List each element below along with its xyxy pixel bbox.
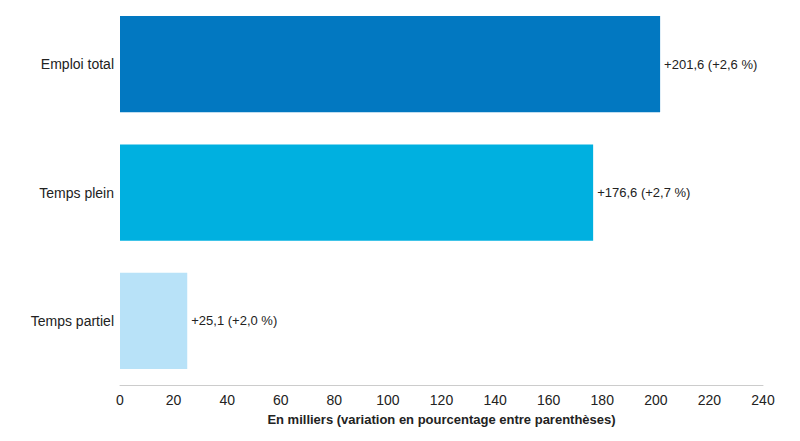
svg-text:En milliers (variation en pour: En milliers (variation en pourcentage en… [267, 412, 615, 427]
svg-text:+201,6 (+2,6 %): +201,6 (+2,6 %) [664, 57, 757, 72]
svg-text:240: 240 [751, 392, 775, 408]
svg-text:40: 40 [219, 392, 235, 408]
svg-text:180: 180 [591, 392, 615, 408]
svg-text:+25,1 (+2,0 %): +25,1 (+2,0 %) [191, 313, 277, 328]
svg-text:120: 120 [430, 392, 454, 408]
svg-text:Emploi total: Emploi total [41, 56, 114, 72]
svg-text:160: 160 [537, 392, 561, 408]
svg-text:100: 100 [376, 392, 400, 408]
svg-text:Temps partiel: Temps partiel [31, 313, 114, 329]
svg-text:60: 60 [273, 392, 289, 408]
svg-text:20: 20 [166, 392, 182, 408]
svg-text:140: 140 [483, 392, 507, 408]
svg-text:80: 80 [327, 392, 343, 408]
svg-text:220: 220 [698, 392, 722, 408]
svg-text:+176,6 (+2,7 %): +176,6 (+2,7 %) [597, 185, 690, 200]
svg-text:0: 0 [116, 392, 124, 408]
svg-text:200: 200 [644, 392, 668, 408]
svg-text:Temps plein: Temps plein [39, 185, 114, 201]
